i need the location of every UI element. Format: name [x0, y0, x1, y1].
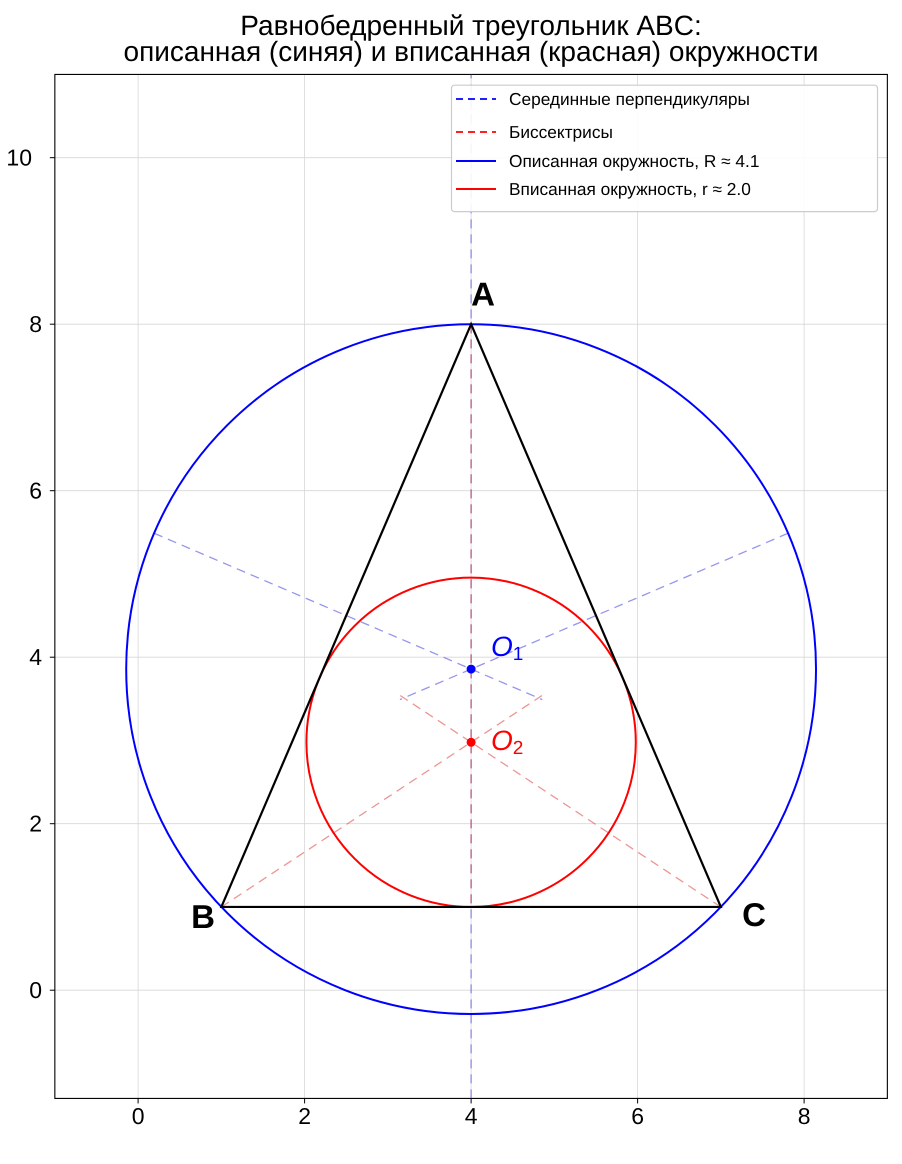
svg-text:6: 6: [631, 1103, 644, 1129]
svg-text:описанная (синяя) и вписанная: описанная (синяя) и вписанная (красная) …: [124, 36, 819, 67]
svg-text:A: A: [471, 276, 495, 313]
svg-text:8: 8: [29, 311, 42, 337]
svg-text:4: 4: [29, 644, 42, 670]
svg-text:2: 2: [29, 811, 42, 837]
svg-text:Биссектрисы: Биссектрисы: [509, 122, 613, 142]
svg-text:8: 8: [798, 1103, 811, 1129]
svg-text:6: 6: [29, 478, 42, 504]
svg-text:2: 2: [298, 1103, 311, 1129]
svg-text:Серединные перпендикуляры: Серединные перпендикуляры: [509, 89, 750, 109]
svg-text:Вписанная окружность, r ≈ 2.0: Вписанная окружность, r ≈ 2.0: [509, 179, 751, 199]
svg-text:0: 0: [29, 977, 42, 1003]
svg-text:10: 10: [6, 145, 32, 171]
svg-text:4: 4: [465, 1103, 478, 1129]
svg-text:Описанная окружность, R ≈ 4.1: Описанная окружность, R ≈ 4.1: [509, 151, 759, 171]
svg-text:0: 0: [132, 1103, 145, 1129]
svg-text:B: B: [191, 898, 215, 935]
svg-text:C: C: [742, 896, 766, 933]
